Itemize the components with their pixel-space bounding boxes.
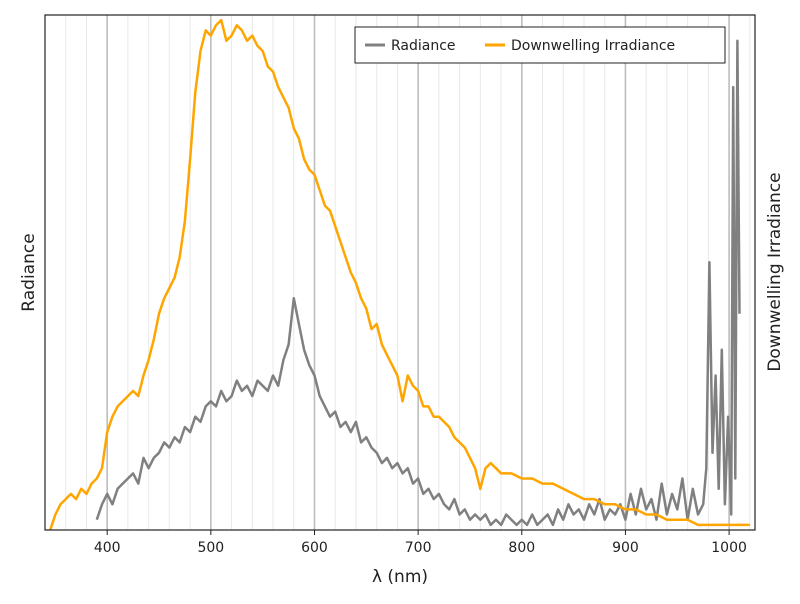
x-axis-ticks: 400 500 600 700 800 900 1000 [94,530,747,556]
legend: Radiance Downwelling Irradiance [354,26,726,64]
x-tick-label: 900 [612,540,639,556]
legend-box [354,26,726,64]
grid-lines [44,15,751,530]
legend-label-radiance: Radiance [391,38,456,54]
y2-axis-label: Downwelling Irradiance [765,172,785,371]
x-tick-label: 800 [508,540,535,556]
x-tick-label: 600 [301,540,328,556]
x-tick-label: 400 [94,540,121,556]
x-tick-label: 700 [405,540,432,556]
series-lines [49,18,750,531]
series-line-radiance [95,39,741,527]
x-tick-label: 500 [197,540,224,556]
x-tick-label: 1000 [711,540,747,556]
legend-label-irradiance: Downwelling Irradiance [511,38,675,54]
plot-frame [44,14,756,531]
x-axis-label: λ (nm) [372,567,428,587]
y-axis-label: Radiance [19,233,39,311]
series-line-irradiance [49,18,750,531]
